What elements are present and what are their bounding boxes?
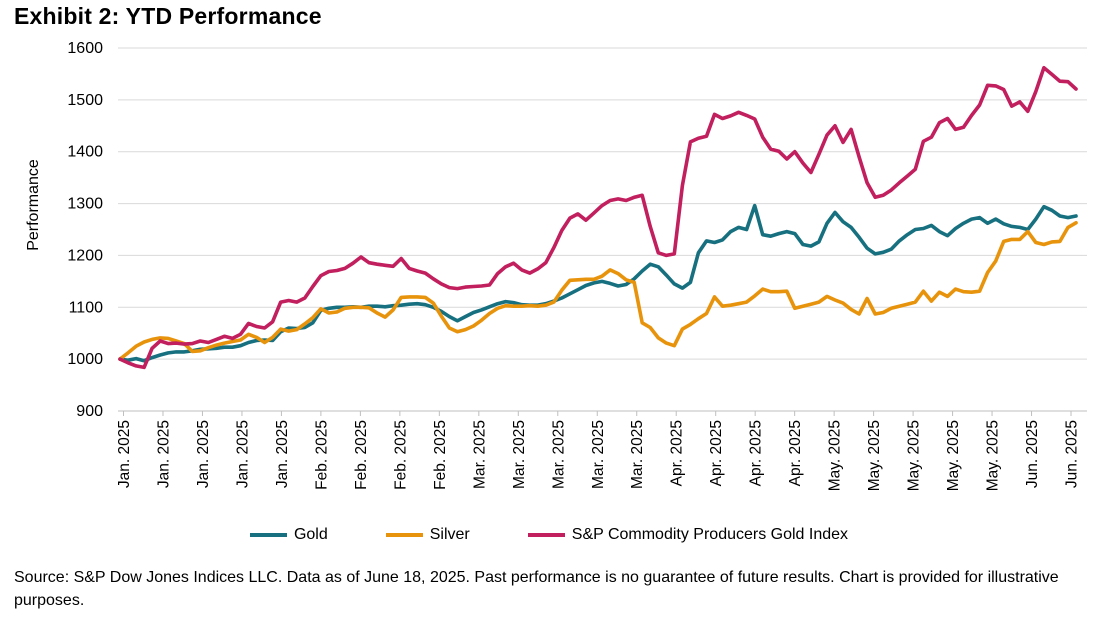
x-tick-label: Feb. 2025 — [353, 420, 370, 490]
page-title: Exhibit 2: YTD Performance — [14, 3, 322, 29]
series-line-s-p-commodity-producers-gold-index — [118, 65, 1078, 370]
x-tick-label: Jun. 2025 — [1064, 420, 1081, 488]
x-tick-label: May. 2025 — [866, 420, 883, 491]
y-tick-label: 1300 — [67, 196, 103, 213]
y-tick-label: 1600 — [67, 40, 103, 57]
x-tick-label: Jan. 2025 — [274, 420, 291, 488]
y-tick-label: 1500 — [67, 92, 103, 109]
x-tick-label: Jan. 2025 — [195, 420, 212, 488]
x-tick-label: Feb. 2025 — [432, 420, 449, 490]
x-tick-label: Jan. 2025 — [155, 420, 172, 488]
x-tick-label: May. 2025 — [827, 420, 844, 491]
x-tick-label: Jan. 2025 — [116, 420, 133, 488]
legend-label-gold: Gold — [293, 526, 328, 543]
x-tick-label: Mar. 2025 — [511, 420, 528, 489]
legend-label-silver: Silver — [429, 526, 470, 543]
x-tick-label: Apr. 2025 — [669, 420, 686, 486]
x-tick-label: May. 2025 — [906, 420, 923, 491]
source-note: Source: S&P Dow Jones Indices LLC. Data … — [14, 569, 1059, 610]
legend-item-sp-index: S&P Commodity Producers Gold Index — [527, 526, 849, 544]
y-axis-title: Performance — [25, 159, 42, 251]
ytd-performance-chart: 900 1000 1100 1200 1300 1400 1500 1600 Jan. 2025… — [25, 40, 1087, 491]
x-tick-label: Feb. 2025 — [313, 420, 330, 490]
legend-item-silver: Silver — [385, 526, 470, 544]
x-tick-label: Mar. 2025 — [550, 420, 567, 489]
chart-legend: Gold Silver S&P Commodity Producers Gold… — [0, 526, 1098, 544]
x-tick-label: Apr. 2025 — [787, 420, 804, 486]
series-line-gold — [118, 203, 1078, 363]
x-tick-label: Jun. 2025 — [1024, 420, 1041, 488]
x-tick-label: Apr. 2025 — [708, 420, 725, 486]
y-tick-label: 1000 — [67, 351, 103, 368]
legend-label-sp-index: S&P Commodity Producers Gold Index — [571, 526, 849, 543]
legend-swatch-silver — [385, 533, 423, 537]
series-line-silver — [118, 221, 1078, 361]
y-tick-label: 900 — [76, 403, 103, 420]
x-tick-label: Apr. 2025 — [748, 420, 765, 486]
x-tick-label: Feb. 2025 — [392, 420, 409, 490]
y-tick-label: 1200 — [67, 247, 103, 264]
x-tick-label: Mar. 2025 — [590, 420, 607, 489]
y-tick-label: 1400 — [67, 144, 103, 161]
y-tick-label: 1100 — [69, 299, 104, 316]
legend-swatch-gold — [249, 533, 287, 537]
x-tick-label: Mar. 2025 — [629, 420, 646, 489]
x-tick-label: Mar. 2025 — [471, 420, 488, 489]
legend-item-gold: Gold — [249, 526, 328, 544]
x-tick-label: May. 2025 — [985, 420, 1002, 491]
x-tick-label: Jan. 2025 — [234, 420, 251, 488]
x-tick-label: May. 2025 — [945, 420, 962, 491]
legend-swatch-sp-index — [527, 533, 565, 537]
